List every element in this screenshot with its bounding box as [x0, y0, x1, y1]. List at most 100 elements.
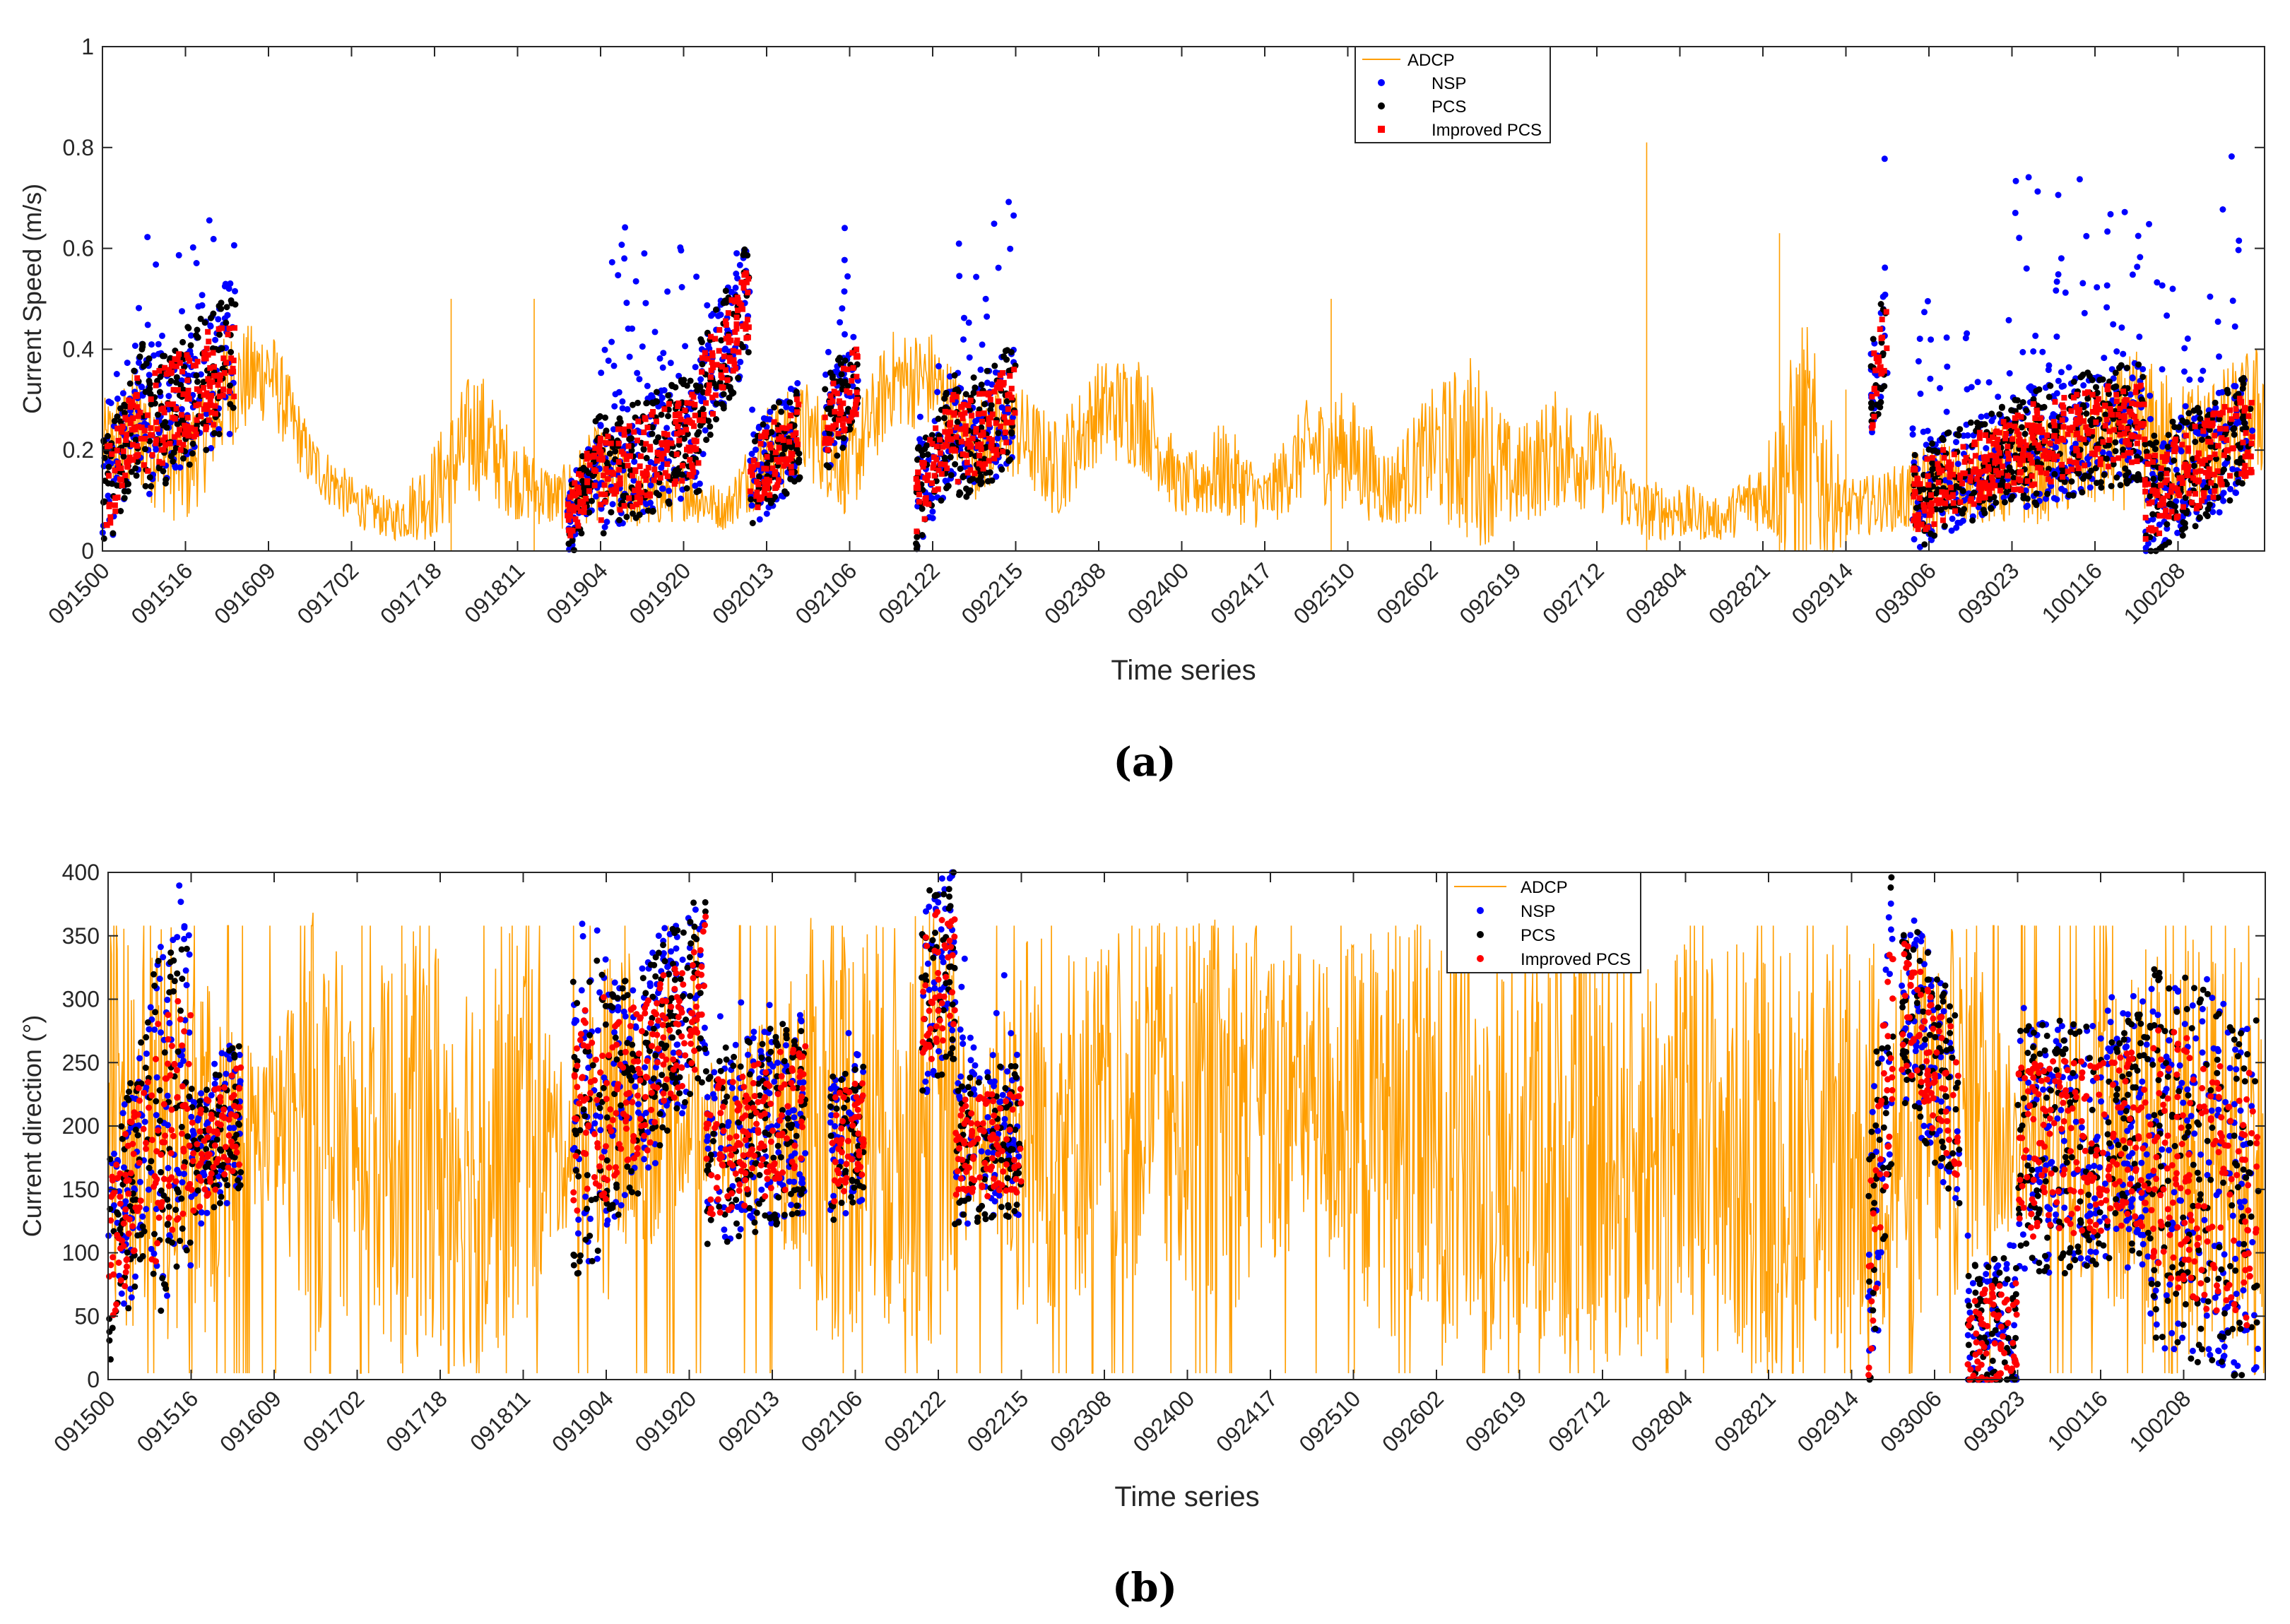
pcs-point [2153, 439, 2159, 446]
improved-pcs-point [1977, 469, 1983, 475]
improved-pcs-point [182, 422, 188, 429]
improved-pcs-point [854, 352, 860, 359]
improved-pcs-point [944, 443, 950, 449]
improved-pcs-point [625, 463, 631, 469]
pcs-point [126, 380, 134, 387]
nsp-point [837, 319, 844, 326]
improved-pcs-point [684, 400, 690, 406]
improved-pcs-point [112, 502, 118, 509]
nsp-point [2186, 377, 2193, 383]
improved-pcs-point [1008, 420, 1014, 426]
pcs-point [1873, 401, 1880, 408]
pcs-point [146, 438, 153, 445]
improved-pcs-point [2006, 422, 2012, 429]
pcs-point [1952, 482, 1959, 490]
improved-pcs-point [675, 403, 681, 410]
pcs-point [687, 377, 694, 384]
improved-pcs-point [223, 360, 230, 366]
improved-pcs-point [728, 297, 735, 303]
improved-pcs-point [2162, 507, 2168, 514]
improved-pcs-point [2242, 454, 2248, 460]
improved-pcs-point [1978, 490, 1984, 496]
nsp-point [602, 956, 609, 963]
nsp-point [2216, 509, 2223, 516]
nsp-point [798, 1018, 805, 1025]
pcs-point [842, 357, 849, 364]
improved-pcs-point [192, 362, 199, 369]
pcs-point [179, 338, 187, 345]
pcs-point [2086, 372, 2093, 379]
nsp-point [647, 458, 654, 466]
nsp-point [679, 1110, 685, 1117]
nsp-point [732, 1041, 739, 1048]
pcs-point [699, 361, 706, 368]
pcs-point [834, 452, 841, 459]
improved-pcs-point [2017, 478, 2024, 484]
nsp-point [771, 1078, 778, 1085]
improved-pcs-point [219, 325, 225, 331]
pcs-point [748, 496, 755, 503]
pcs-point [2178, 526, 2185, 533]
improved-pcs-point [993, 446, 999, 453]
nsp-point [1953, 524, 1960, 531]
improved-pcs-point [119, 429, 125, 435]
pcs-point [146, 355, 153, 362]
improved-pcs-point [976, 452, 983, 458]
nsp-point [611, 1029, 618, 1036]
improved-pcs-point [938, 470, 945, 477]
nsp-point [593, 1112, 600, 1119]
nsp-point [760, 415, 767, 422]
improved-pcs-point [973, 429, 979, 435]
improved-pcs-point [172, 356, 178, 362]
improved-pcs-point [1960, 444, 1966, 450]
pcs-point [838, 371, 845, 378]
improved-pcs-point [976, 391, 982, 397]
pcs-point [2181, 419, 2188, 426]
nsp-point [211, 1060, 218, 1067]
improved-pcs-point [129, 457, 136, 463]
nsp-point [1879, 293, 1887, 300]
improved-pcs-point [613, 488, 620, 494]
improved-pcs-point [200, 384, 206, 391]
improved-pcs-point [825, 446, 831, 453]
pcs-point [658, 411, 665, 418]
improved-pcs-point [691, 437, 697, 444]
improved-pcs-point [2135, 434, 2142, 440]
improved-pcs-point [194, 386, 200, 392]
improved-pcs-point [850, 364, 856, 371]
improved-pcs-point [2038, 427, 2045, 433]
nsp-point [721, 346, 728, 353]
nsp-point [991, 1198, 998, 1205]
nsp-point [692, 364, 699, 371]
improved-pcs-point [2044, 432, 2050, 439]
nsp-point [182, 967, 189, 974]
nsp-point [738, 999, 745, 1006]
nsp-point [579, 920, 586, 927]
improved-pcs-point [2132, 389, 2139, 396]
improved-pcs-point [914, 528, 920, 535]
improved-pcs-point [567, 513, 574, 519]
improved-pcs-point [115, 460, 122, 466]
improved-pcs-point [586, 454, 592, 461]
nsp-point [936, 1048, 942, 1055]
improved-pcs-point [723, 336, 729, 342]
improved-pcs-point [2059, 417, 2065, 423]
pcs-point [109, 480, 116, 487]
nsp-point [1920, 1122, 1928, 1130]
nsp-point [136, 304, 142, 312]
speed-adcp-series [102, 142, 2265, 553]
improved-pcs-point [1935, 461, 1941, 467]
improved-pcs-point [2146, 454, 2152, 460]
improved-pcs-point [128, 420, 134, 427]
improved-pcs-point [679, 463, 685, 469]
nsp-point [203, 1209, 211, 1216]
improved-pcs-point [2212, 432, 2218, 439]
nsp-point [111, 1150, 117, 1157]
pcs-point [2171, 424, 2178, 430]
nsp-point [225, 285, 232, 292]
nsp-point [673, 945, 680, 952]
pcs-point [988, 477, 996, 484]
improved-pcs-point [208, 402, 214, 408]
improved-pcs-point [736, 300, 743, 307]
nsp-point [1886, 1151, 1893, 1158]
